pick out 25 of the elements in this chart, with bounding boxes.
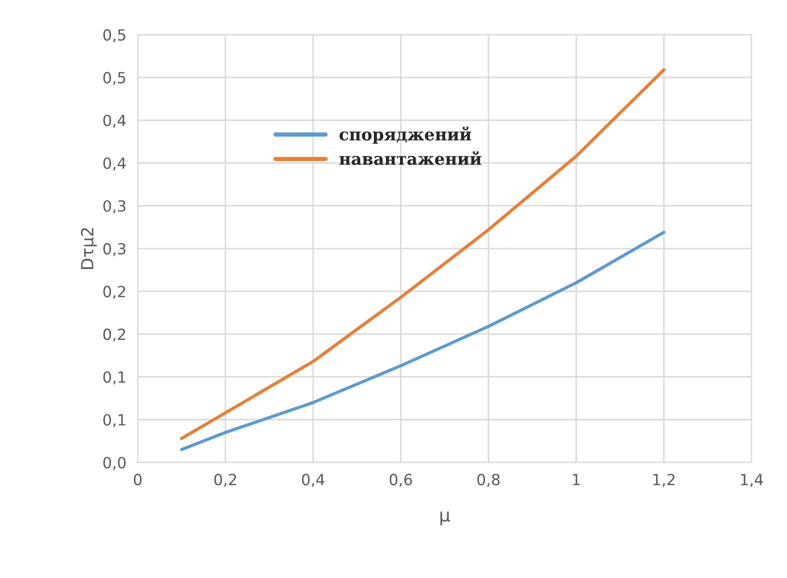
legend-label: споряджений — [340, 126, 472, 144]
line-series — [180, 68, 666, 440]
y-tick-label: 0,0 — [103, 456, 126, 470]
x-tick-label: 1 — [573, 474, 580, 486]
y-tick-label: 0,4 — [103, 157, 126, 171]
legend-label: навантажений — [339, 151, 482, 166]
y-tick-label: 0,1 — [103, 371, 126, 384]
x-tick-label: 1,2 — [653, 474, 675, 487]
y-tick-label: 0,4 — [103, 114, 126, 128]
y-tick-label: 0,5 — [103, 72, 126, 86]
y-tick-label: 0,2 — [103, 286, 126, 299]
y-tick-label: 0,1 — [103, 414, 126, 428]
x-tick-label: 1,4 — [741, 474, 763, 487]
x-tick-label: 0 — [134, 474, 142, 486]
x-tick-label: 0,2 — [214, 474, 236, 487]
line-series — [180, 230, 666, 452]
y-tick-label: 0,3 — [103, 200, 126, 214]
y-tick-label: 0,5 — [103, 29, 126, 42]
x-tick-label: 0,4 — [302, 474, 324, 487]
x-tick-label: 0,8 — [477, 474, 500, 487]
y-tick-label: 0,3 — [103, 243, 126, 256]
x-axis-title: μ — [440, 512, 450, 526]
x-tick-label: 0,6 — [390, 474, 412, 487]
y-tick-label: 0,2 — [103, 328, 126, 342]
y-axis-title: Dτμ2 — [80, 228, 97, 269]
